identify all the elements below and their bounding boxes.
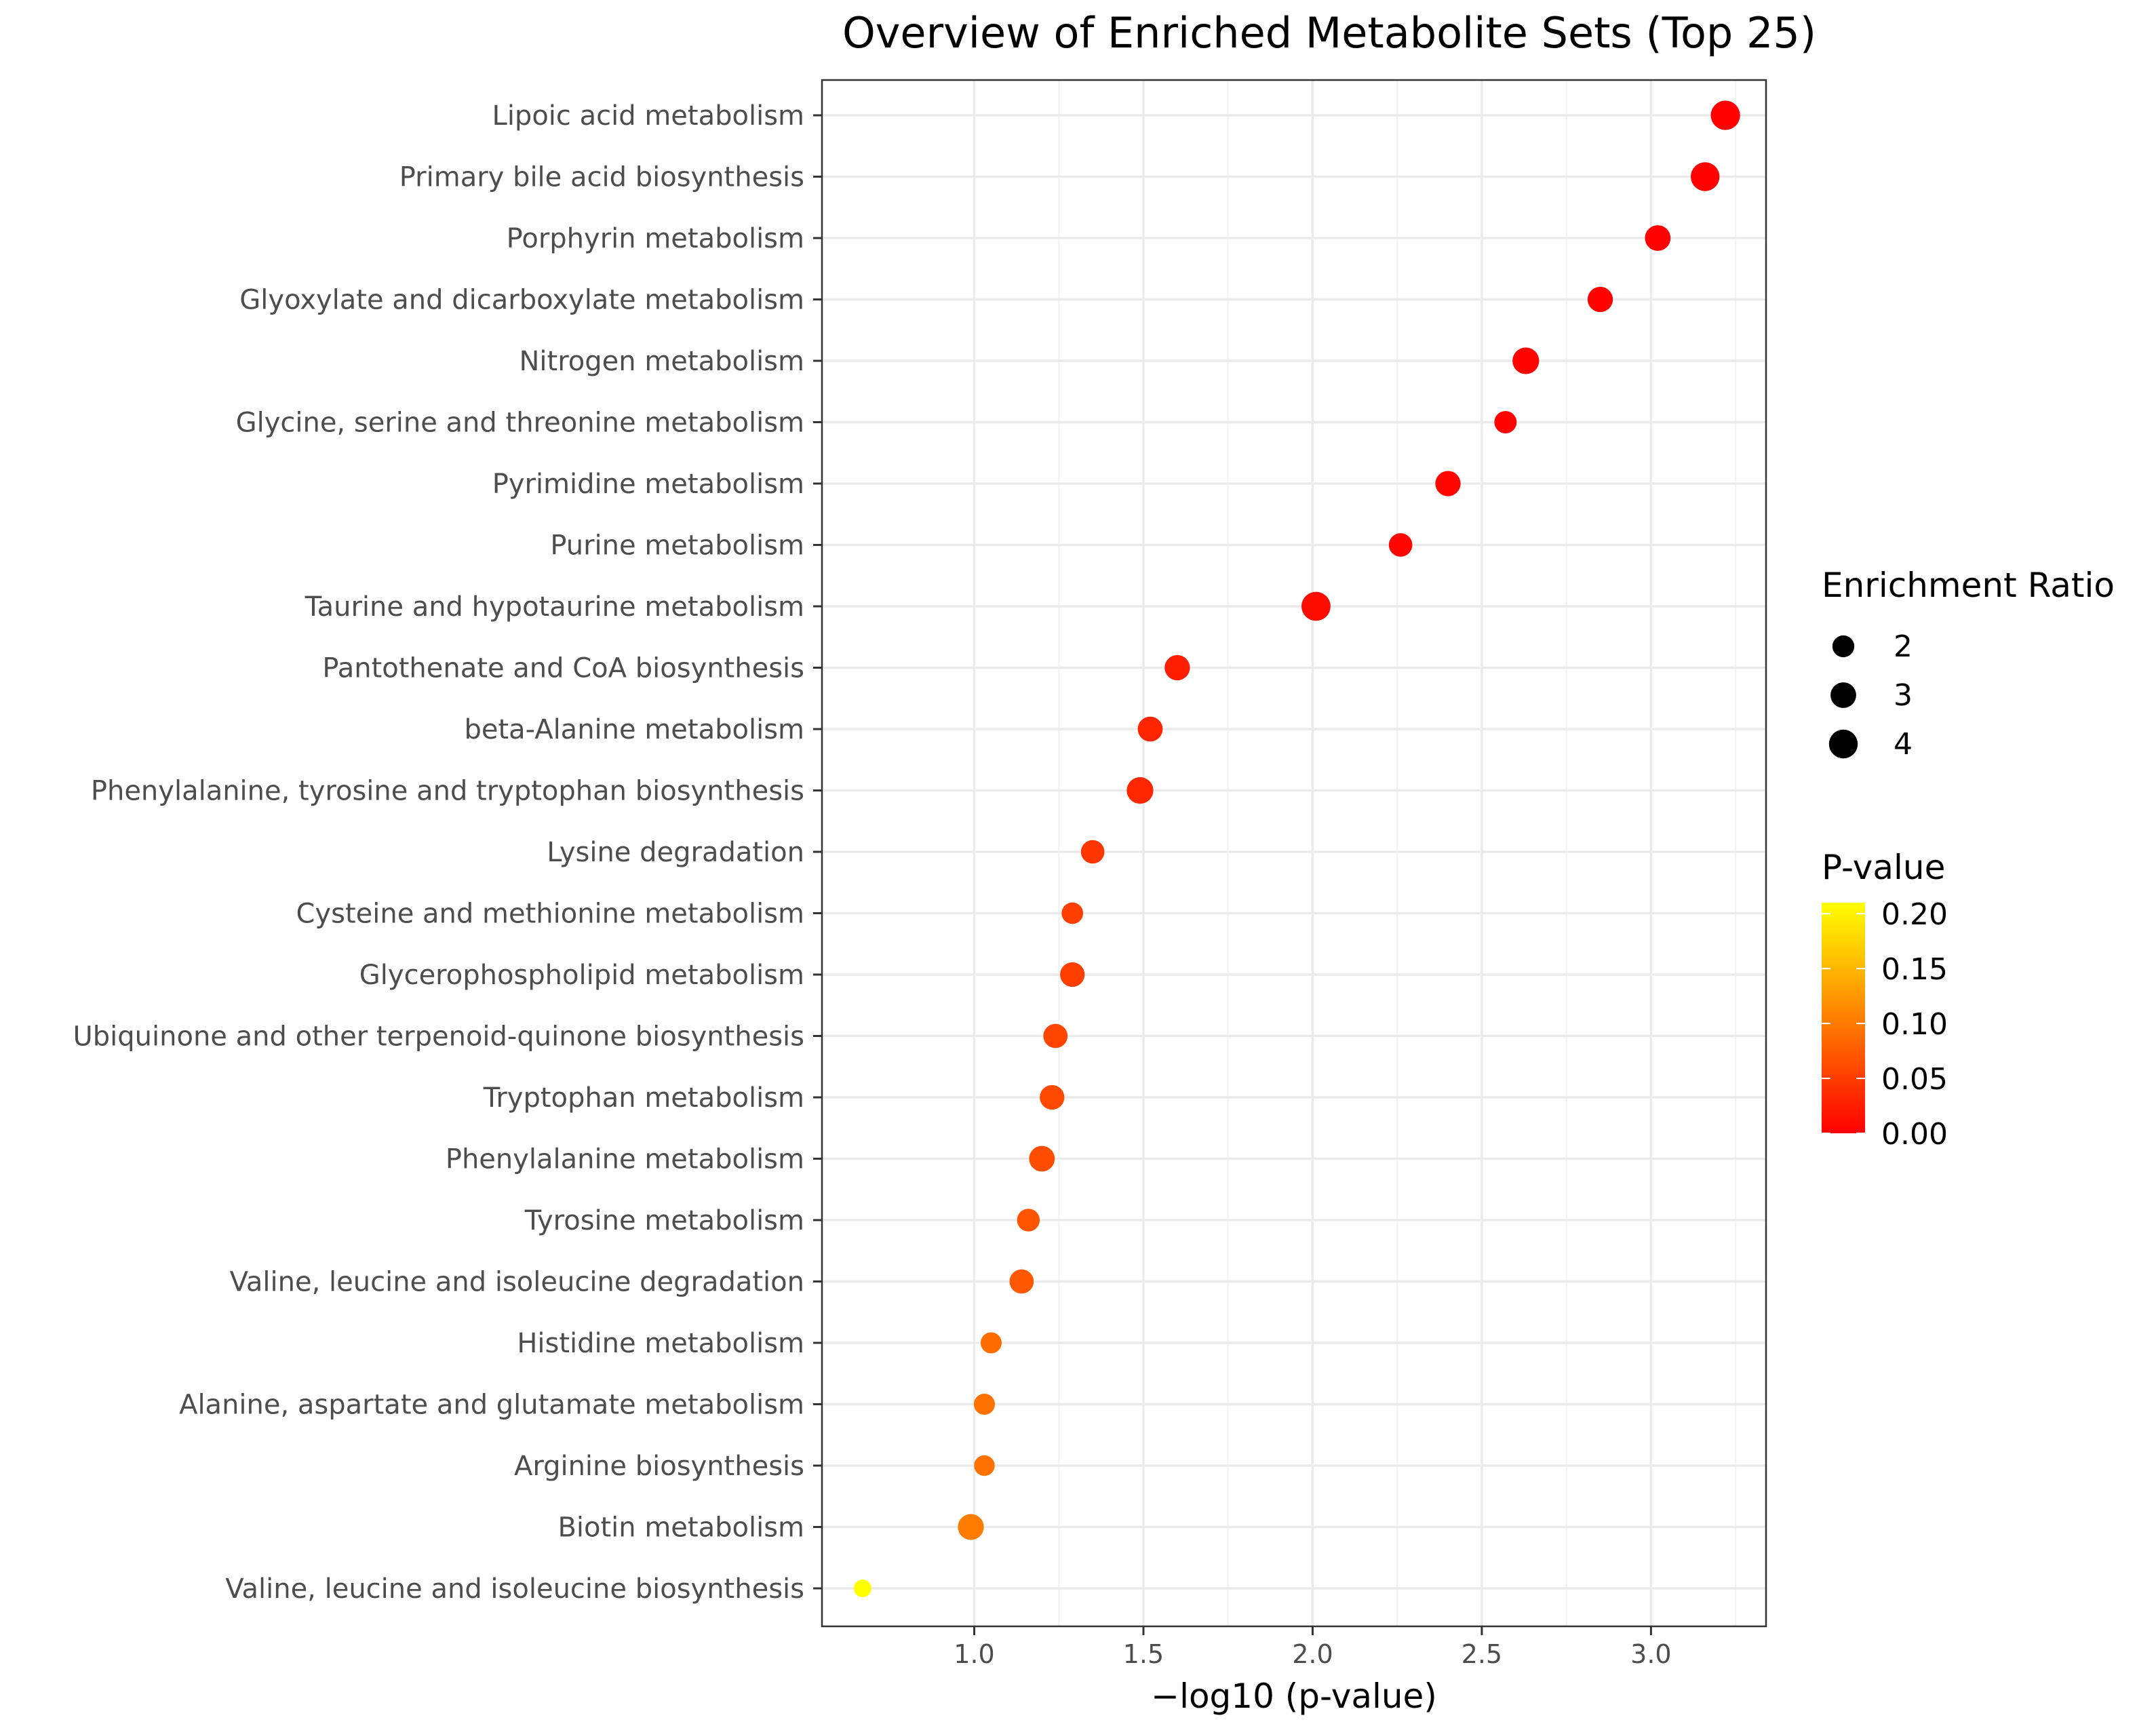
size-legend-key [1832,635,1855,658]
size-legend-key [1830,682,1856,708]
category-label: Valine, leucine and isoleucine degradati… [230,1267,804,1298]
category-label: Histidine metabolism [517,1328,804,1359]
point-4 [1587,286,1613,313]
data-points [853,100,1740,1598]
color-legend-label: 0.10 [1881,1007,1948,1042]
size-legend-key [1828,729,1858,759]
category-labels: Lipoic acid metabolism Primary bile acid … [73,100,822,1605]
color-legend-bar [1822,903,1865,1133]
category-label: Glycerophospholipid metabolism [359,960,804,991]
point-5 [1512,347,1540,374]
category-label: Phenylalanine, tyrosine and tryptophan b… [91,776,804,807]
x-axis-title: −log10 (p-value) [1151,1677,1437,1716]
category-label: Biotin metabolism [557,1512,804,1544]
point-17 [1040,1084,1065,1110]
category-label: Glyoxylate and dicarboxylate metabolism [239,285,804,316]
category-label: Nitrogen metabolism [520,346,805,377]
category-label: Tryptophan metabolism [483,1082,804,1114]
point-23 [974,1455,995,1476]
category-label: Lysine degradation [547,837,804,868]
color-legend-label: 0.05 [1881,1062,1948,1097]
category-label: Alanine, aspartate and glutamate metabol… [179,1390,804,1421]
category-label: Pyrimidine metabolism [492,469,804,500]
size-legend-label: 2 [1894,629,1913,664]
category-label: Tyrosine metabolism [524,1205,804,1236]
category-label: Taurine and hypotaurine metabolism [305,591,804,623]
color-legend-label: 0.00 [1881,1117,1948,1152]
size-legend-label: 3 [1894,678,1913,713]
point-22 [973,1393,996,1415]
point-18 [1029,1145,1055,1172]
category-label: Glycine, serine and threonine metabolism [236,408,804,439]
point-20 [1009,1269,1034,1294]
point-24 [958,1514,984,1540]
category-label: Ubiquinone and other terpenoid-quinone b… [73,1021,804,1053]
point-15 [1060,962,1085,987]
point-6 [1494,411,1517,433]
point-11 [1137,716,1163,742]
point-13 [1080,840,1105,864]
category-label: Primary bile acid biosynthesis [399,162,804,193]
category-label: Arginine biosynthesis [514,1451,804,1482]
color-legend-title: P-value [1822,848,1945,887]
plot-panel [822,80,1766,1626]
point-9 [1301,591,1331,621]
size-legend: Enrichment Ratio 2 3 4 [1822,566,2115,762]
x-tick-label: 2.5 [1462,1639,1502,1669]
point-10 [1164,654,1190,681]
category-label: Phenylalanine metabolism [446,1144,804,1175]
category-label: Pantothenate and CoA biosynthesis [322,653,804,684]
size-legend-label: 4 [1894,727,1913,762]
point-16 [1043,1023,1068,1049]
point-25 [853,1579,871,1598]
x-tick-label: 3.0 [1630,1639,1671,1669]
color-legend-label: 0.20 [1881,897,1948,932]
color-legend-ticks: 0.00 0.05 0.10 0.15 0.20 [1822,897,1948,1152]
point-3 [1645,225,1671,251]
size-legend-title: Enrichment Ratio [1822,566,2115,605]
color-legend: P-value 0.00 0.05 0.10 0.15 0.20 [1822,848,1948,1152]
x-axis-ticks: 1.0 1.5 2.0 2.5 3.0 [954,1626,1672,1669]
color-legend-label: 0.15 [1881,952,1948,987]
x-tick-label: 1.5 [1123,1639,1164,1669]
chart-title: Overview of Enriched Metabolite Sets (To… [842,8,1816,58]
size-legend-items: 2 3 4 [1828,629,1913,762]
x-tick-label: 1.0 [954,1639,994,1669]
x-tick-label: 2.0 [1292,1639,1333,1669]
point-19 [1017,1209,1040,1232]
category-label: beta-Alanine metabolism [464,714,804,745]
category-label: Valine, leucine and isoleucine biosynthe… [225,1573,804,1605]
point-2 [1690,162,1720,191]
point-14 [1061,902,1084,924]
category-label: Lipoic acid metabolism [492,100,804,132]
point-8 [1388,533,1413,557]
point-12 [1126,777,1154,804]
category-label: Purine metabolism [550,530,804,562]
point-21 [980,1332,1002,1354]
plot-border [821,79,1767,1628]
category-label: Porphyrin metabolism [507,223,804,254]
category-label: Cysteine and methionine metabolism [296,899,805,930]
point-7 [1435,471,1461,496]
point-1 [1710,100,1740,130]
